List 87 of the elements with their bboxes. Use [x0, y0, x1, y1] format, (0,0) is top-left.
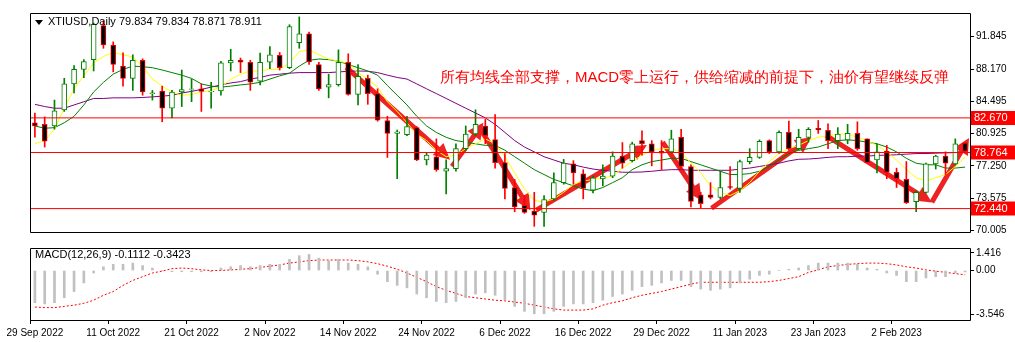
y-tick-label: 88.170: [976, 62, 1008, 74]
y-tick-label: -3.546: [976, 308, 1005, 320]
y-tick-label: 73.575: [976, 192, 1008, 204]
bar: [670, 270, 673, 281]
bar: [601, 270, 605, 301]
bar: [376, 270, 379, 275]
bar: [621, 270, 624, 295]
bar: [102, 266, 105, 271]
y-tick-label: 0.00: [976, 264, 996, 276]
bar: [611, 270, 614, 297]
bar: [709, 270, 712, 291]
bar: [807, 265, 810, 271]
x-tick-label: 2 Feb 2023: [871, 326, 923, 338]
ref-line-label: 78.764: [974, 145, 1008, 158]
bar: [562, 270, 565, 307]
y-tick-label: 91.845: [976, 30, 1008, 42]
bar: [229, 266, 233, 271]
bar: [650, 270, 654, 286]
bar: [513, 270, 517, 307]
x-tick-label: 29 Sep 2022: [6, 326, 64, 338]
bar: [758, 270, 761, 276]
bar: [239, 265, 242, 271]
bar: [836, 262, 840, 271]
bar: [905, 270, 908, 282]
candlestick: [178, 69, 185, 107]
bar: [278, 264, 282, 271]
annotation: 所有均线全部支撑，MACD零上运行，供给缩减的前提下，油价有望继续反弹: [440, 68, 950, 87]
ref-line-label: 72.440: [974, 201, 1008, 214]
candlestick: [443, 159, 449, 195]
candlestick: [394, 129, 401, 180]
x-tick-label: 14 Nov 2022: [319, 326, 378, 338]
y-tick-label: 70.005: [976, 223, 1008, 235]
x-tick-label: 29 Dec 2022: [633, 326, 691, 338]
bar: [395, 270, 399, 286]
bar: [816, 262, 820, 271]
bar: [111, 264, 115, 271]
line-series: [34, 259, 966, 311]
bar: [425, 270, 428, 299]
bar: [62, 270, 66, 299]
bar: [944, 270, 947, 278]
bar: [131, 262, 135, 271]
bar: [248, 266, 252, 271]
ref-line-label: 82.670: [974, 110, 1008, 123]
y-tick-label: 84.495: [976, 95, 1008, 107]
bar: [572, 270, 575, 305]
bar: [53, 270, 56, 304]
x-tick-label: 23 Jan 2023: [790, 326, 847, 338]
x-tick-label: 24 Nov 2022: [398, 326, 456, 338]
x-tick-label: 21 Oct 2022: [164, 326, 220, 338]
bar: [856, 264, 859, 271]
bar: [934, 270, 938, 278]
candlestick: [208, 81, 214, 109]
bar: [846, 262, 849, 271]
bar: [297, 255, 301, 271]
bar: [337, 259, 340, 271]
x-tick-label: 6 Dec 2022: [479, 326, 531, 338]
bar: [415, 270, 419, 295]
bar: [748, 270, 752, 280]
x-tick-label: 11 Oct 2022: [86, 326, 141, 338]
chart-title: XTIUSD,Daily 79.834 79.834 78.871 78.911: [48, 15, 262, 27]
chart-title: MACD(12,26,9) -0.1112 -0.3423: [35, 248, 191, 260]
y-tick-label: 80.925: [976, 127, 1008, 139]
bar: [483, 270, 487, 294]
bar: [532, 270, 536, 315]
x-tick-label: 2 Nov 2022: [244, 326, 296, 338]
x-tick-label: 11 Jan 2023: [712, 326, 768, 338]
bar: [464, 270, 468, 299]
y-tick-label: 77.250: [976, 159, 1008, 171]
bar: [718, 270, 722, 290]
bar: [523, 270, 526, 312]
bar: [327, 260, 330, 271]
bar: [581, 270, 585, 305]
bar: [435, 270, 438, 302]
bar: [43, 270, 47, 305]
y-tick-label: 1.416: [976, 246, 1002, 258]
bar: [288, 259, 291, 271]
bar: [346, 262, 350, 271]
bar: [141, 265, 144, 271]
bar: [660, 270, 663, 284]
bar: [895, 270, 898, 276]
bar: [366, 266, 370, 271]
bar: [767, 270, 771, 275]
bar: [386, 270, 389, 282]
bar: [474, 270, 477, 295]
bar: [699, 270, 703, 290]
bar: [630, 270, 634, 291]
x-tick-label: 16 Dec 2022: [554, 326, 613, 338]
